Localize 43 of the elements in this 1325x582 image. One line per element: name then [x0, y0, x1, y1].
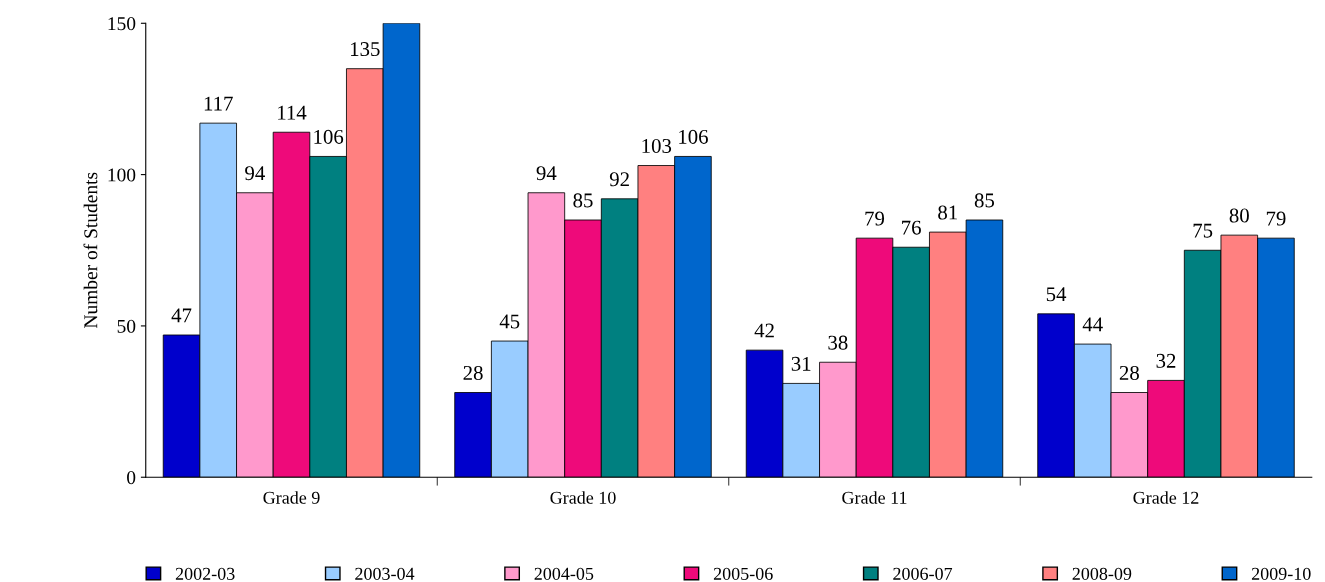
data-label: 106 — [314, 129, 344, 144]
y-tick-label: 0 — [127, 471, 136, 485]
data-label: 31 — [791, 356, 811, 371]
data-label: 94 — [536, 166, 557, 181]
data-label: 75 — [1193, 223, 1213, 238]
data-label: 28 — [463, 365, 483, 380]
x-tick-label: Grade 10 — [550, 491, 616, 504]
legend-label: 2004-05 — [534, 567, 594, 580]
data-label: 38 — [828, 335, 848, 350]
data-label: 79 — [1266, 211, 1286, 226]
x-tick-label: Grade 11 — [842, 491, 907, 504]
data-label: 117 — [204, 96, 233, 111]
data-label: 85 — [974, 193, 995, 208]
legend-label: 2005-06 — [713, 567, 773, 580]
data-label: 79 — [865, 211, 885, 226]
y-tick-label: 150 — [108, 17, 136, 31]
legend-label: 2009-10 — [1251, 567, 1311, 580]
x-tick-label: Grade 12 — [1133, 491, 1199, 504]
data-label: 103 — [642, 138, 672, 153]
legend-label: 2003-04 — [355, 567, 415, 580]
data-label: 42 — [754, 323, 774, 338]
y-tick-label: 100 — [108, 168, 136, 182]
data-label: 76 — [902, 220, 921, 235]
data-label: 32 — [1156, 353, 1176, 368]
data-label: 45 — [499, 314, 520, 329]
data-label: 80 — [1229, 208, 1249, 223]
data-label: 92 — [609, 172, 629, 187]
legend-label: 2006-07 — [893, 567, 953, 580]
data-label: 85 — [573, 193, 593, 208]
data-label: 47 — [171, 308, 192, 323]
legend-label: 2002-03 — [175, 567, 235, 580]
data-label: 94 — [245, 166, 265, 181]
data-label: 106 — [679, 129, 708, 144]
data-label: 54 — [1046, 287, 1067, 302]
data-label: 81 — [938, 205, 957, 220]
data-label: 114 — [278, 105, 307, 120]
data-label: 44 — [1082, 317, 1103, 332]
data-label: 28 — [1119, 365, 1139, 380]
data-label: 135 — [351, 42, 380, 57]
y-tick-label: 50 — [117, 319, 136, 333]
x-tick-label: Grade 9 — [263, 491, 320, 504]
y-axis-title: Number of Students — [83, 172, 98, 329]
legend-label: 2008-09 — [1072, 567, 1132, 580]
